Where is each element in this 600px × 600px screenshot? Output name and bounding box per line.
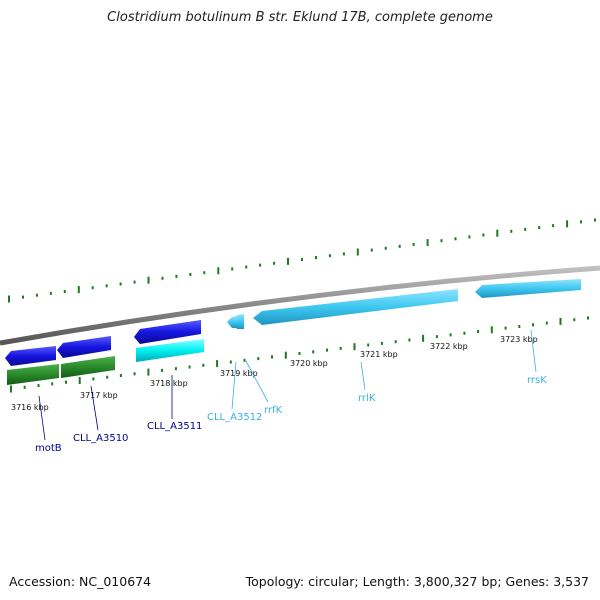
gene-arrow-rrsK[interactable]	[475, 279, 581, 298]
cds-bar-CLL_A3510[interactable]	[61, 356, 115, 378]
axis-labels: 3716 kbp 3717 kbp 3718 kbp 3719 kbp 3720…	[11, 335, 538, 412]
feature-label-CLL_A3512[interactable]: CLL_A3512	[207, 412, 262, 423]
cds-bar-CLL_A3511[interactable]	[136, 339, 204, 362]
axis-label: 3720 kbp	[290, 359, 328, 368]
accession-text: Accession: NC_010674	[9, 574, 152, 589]
gene-track	[5, 279, 581, 366]
leader-line-CLL_A3510	[90, 385, 99, 431]
leader-line-rrsK	[530, 329, 537, 373]
feature-labels: motB CLL_A3510 CLL_A3511 CLL_A3512 rrfK …	[35, 375, 547, 454]
axis-label: 3719 kbp	[220, 369, 258, 378]
gene-arrow-CLL_A3512[interactable]	[227, 316, 238, 328]
leader-line-CLL_A3512	[231, 361, 237, 410]
feature-label-motB[interactable]: motB	[35, 443, 62, 454]
gene-arrow-CLL_A3511[interactable]	[134, 320, 201, 344]
leader-line-rrfK	[245, 360, 269, 403]
axis-label: 3721 kbp	[360, 350, 398, 359]
gene-arrow-motB[interactable]	[5, 346, 56, 366]
feature-label-rrfK[interactable]: rrfK	[264, 405, 283, 416]
leader-line-motB	[38, 395, 46, 441]
map-title: Clostridium botulinum B str. Eklund 17B,…	[107, 10, 493, 25]
feature-label-CLL_A3511[interactable]: CLL_A3511	[147, 421, 202, 432]
axis-label: 3723 kbp	[500, 335, 538, 344]
gene-arrow-CLL_A3510[interactable]	[57, 336, 111, 358]
outer-tick-ring	[8, 218, 596, 303]
leader-line-rrlK	[360, 361, 366, 391]
topology-text: Topology: circular; Length: 3,800,327 bp…	[245, 574, 589, 589]
genome-backbone	[0, 265, 600, 346]
cds-bar-motB[interactable]	[7, 364, 59, 385]
axis-label: 3718 kbp	[150, 379, 188, 388]
feature-label-rrlK[interactable]: rrlK	[358, 393, 376, 404]
label-leaders	[38, 329, 537, 441]
feature-label-CLL_A3510[interactable]: CLL_A3510	[73, 433, 128, 444]
axis-label: 3722 kbp	[430, 342, 468, 351]
inner-tick-ring	[10, 316, 589, 393]
axis-label: 3717 kbp	[80, 391, 118, 400]
gene-arrow-rrlK[interactable]	[253, 289, 458, 325]
feature-label-rrsK[interactable]: rrsK	[527, 375, 547, 386]
cds-track	[7, 339, 204, 385]
axis-label: 3716 kbp	[11, 403, 49, 412]
